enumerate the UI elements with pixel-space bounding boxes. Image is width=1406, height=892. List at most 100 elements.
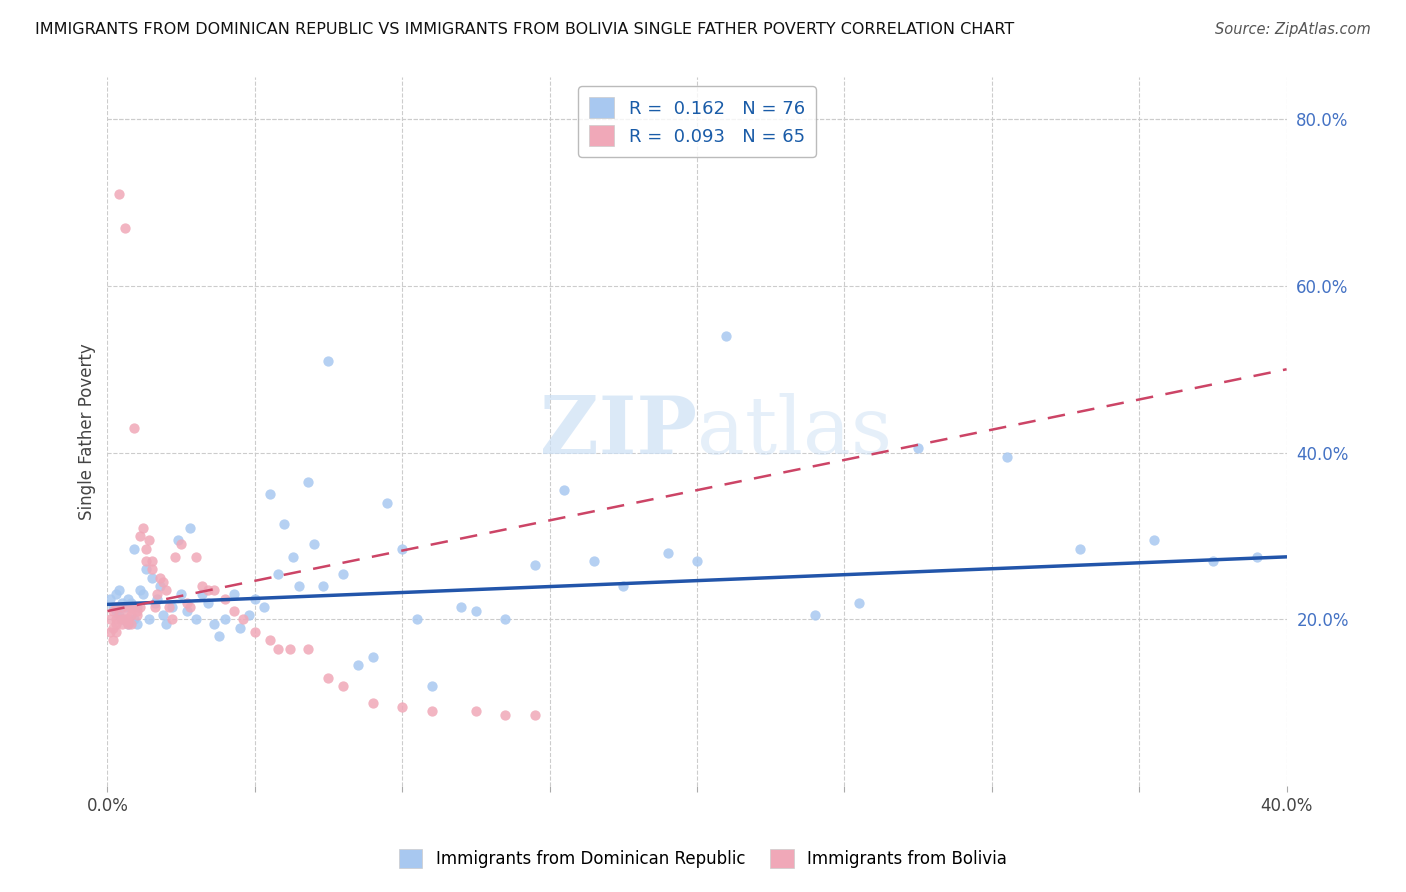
Point <box>1069 541 1091 556</box>
Point <box>202 583 225 598</box>
Point <box>259 633 281 648</box>
Point <box>1202 554 1225 568</box>
Point <box>179 521 201 535</box>
Point <box>157 599 180 614</box>
Point <box>135 541 157 556</box>
Point <box>347 658 370 673</box>
Point <box>716 329 738 343</box>
Point <box>190 587 212 601</box>
Point <box>224 587 246 601</box>
Text: Source: ZipAtlas.com: Source: ZipAtlas.com <box>1215 22 1371 37</box>
Point <box>165 549 187 564</box>
Point <box>494 708 516 723</box>
Point <box>105 587 128 601</box>
Point <box>105 616 128 631</box>
Point <box>420 679 443 693</box>
Point <box>391 541 413 556</box>
Point <box>267 566 290 581</box>
Point <box>391 700 413 714</box>
Point <box>907 442 929 456</box>
Point <box>111 612 134 626</box>
Point <box>253 599 276 614</box>
Point <box>297 475 319 489</box>
Point <box>281 549 304 564</box>
Point <box>105 604 128 618</box>
Point <box>120 596 142 610</box>
Point <box>848 596 870 610</box>
Point <box>184 549 207 564</box>
Point <box>170 587 193 601</box>
Point <box>122 541 145 556</box>
Point <box>229 621 252 635</box>
Point <box>361 696 384 710</box>
Point <box>190 579 212 593</box>
Point <box>146 591 169 606</box>
Point <box>167 533 190 548</box>
Point <box>332 566 354 581</box>
Point <box>155 616 177 631</box>
Point <box>464 604 486 618</box>
Point <box>318 354 340 368</box>
Point <box>184 612 207 626</box>
Point <box>98 624 121 639</box>
Point <box>132 587 155 601</box>
Point <box>125 616 148 631</box>
Point <box>318 671 340 685</box>
Point <box>143 596 166 610</box>
Point <box>582 554 605 568</box>
Point <box>332 679 354 693</box>
Point <box>450 599 472 614</box>
Point <box>149 579 172 593</box>
Point <box>128 599 150 614</box>
Point <box>117 591 139 606</box>
Point <box>146 587 169 601</box>
Point <box>278 641 301 656</box>
Point <box>132 521 155 535</box>
Point <box>197 596 219 610</box>
Point <box>179 599 201 614</box>
Point <box>176 604 198 618</box>
Point <box>117 616 139 631</box>
Y-axis label: Single Father Poverty: Single Father Poverty <box>79 343 96 520</box>
Point <box>162 599 184 614</box>
Point <box>120 608 142 623</box>
Point <box>125 599 148 614</box>
Point <box>202 616 225 631</box>
Point <box>288 579 311 593</box>
Point <box>114 599 136 614</box>
Point <box>361 649 384 664</box>
Point <box>98 612 121 626</box>
Point <box>804 608 827 623</box>
Point <box>103 621 125 635</box>
Point <box>208 629 231 643</box>
Point <box>686 554 709 568</box>
Point <box>297 641 319 656</box>
Point <box>120 599 142 614</box>
Point <box>141 554 163 568</box>
Point <box>1246 549 1268 564</box>
Point <box>232 612 254 626</box>
Point <box>302 537 325 551</box>
Text: atlas: atlas <box>697 392 893 471</box>
Point <box>108 583 131 598</box>
Point <box>273 516 295 531</box>
Point <box>120 616 142 631</box>
Point <box>122 612 145 626</box>
Point <box>138 612 160 626</box>
Point <box>214 612 236 626</box>
Point <box>420 704 443 718</box>
Point <box>162 612 184 626</box>
Point <box>128 583 150 598</box>
Point <box>111 596 134 610</box>
Point <box>197 583 219 598</box>
Legend: Immigrants from Dominican Republic, Immigrants from Bolivia: Immigrants from Dominican Republic, Immi… <box>392 842 1014 875</box>
Point <box>114 612 136 626</box>
Point <box>494 612 516 626</box>
Point <box>117 604 139 618</box>
Point <box>117 616 139 631</box>
Point <box>523 708 546 723</box>
Point <box>108 608 131 623</box>
Point <box>105 612 128 626</box>
Point <box>103 599 125 614</box>
Point <box>149 571 172 585</box>
